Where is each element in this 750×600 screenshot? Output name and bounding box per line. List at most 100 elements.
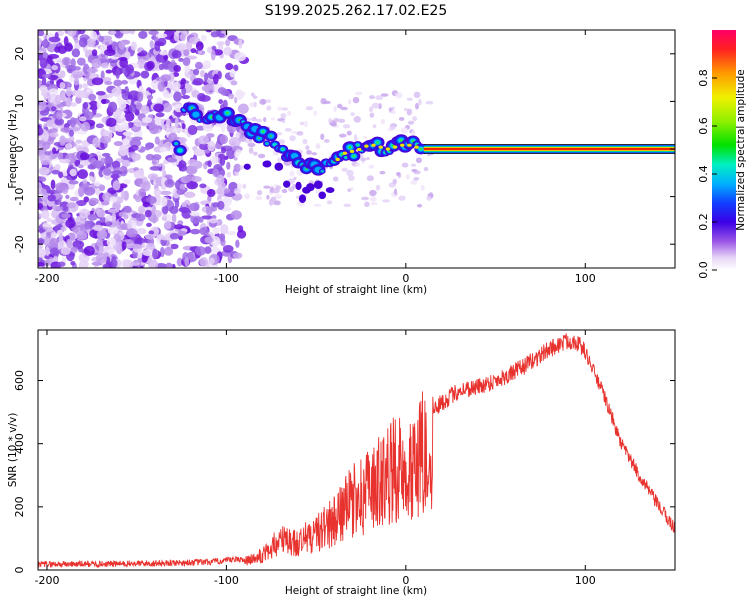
spectrogram-speckle (129, 30, 136, 35)
spectrogram-speckle (313, 110, 317, 116)
spectrogram-speckle (173, 32, 180, 42)
spectrogram-speckle (164, 30, 177, 34)
spectrogram-speckle (140, 70, 150, 79)
spectrogram-speckle (78, 261, 84, 268)
spectrogram-speckle (130, 144, 139, 151)
spectrogram-speckle (233, 157, 238, 161)
spectrogram-speckle (182, 57, 191, 66)
spectrogram-speckle (388, 107, 394, 112)
spectrogram-speckle (218, 99, 224, 105)
spectrogram-speckle (40, 160, 51, 166)
spectrogram-speckle (170, 243, 179, 250)
spectrogram-speckle (89, 175, 94, 181)
spectrogram-speckle (106, 117, 117, 127)
spectrogram-speckle (61, 213, 71, 219)
spectrogram-speckle (45, 246, 50, 256)
spectrogram-speckle (274, 194, 283, 200)
spectrogram-ridge-blob (226, 112, 229, 114)
spectrogram-speckle (64, 64, 76, 70)
spectrogram-speckle (401, 162, 409, 168)
spectrogram-speckle (44, 151, 52, 156)
spectrogram-xlabel: Height of straight line (km) (285, 284, 427, 296)
spectrogram-ridge-blob (269, 135, 272, 137)
spectrogram-speckle (54, 118, 62, 125)
spectrogram-speckle (38, 126, 44, 136)
spectrogram-ridge-blob (411, 140, 415, 142)
spectrogram-ridge-core (378, 145, 383, 149)
spectrogram-speckle (118, 211, 127, 217)
spectrogram-speckle (184, 256, 190, 267)
spectrogram-speckle (124, 111, 135, 122)
spectrogram-speckle (71, 48, 81, 58)
spectrogram-speckle (119, 30, 132, 35)
snr-xtick-label: 100 (575, 574, 596, 587)
spectrogram-speckle (181, 95, 191, 100)
spectrogram-speckle (248, 147, 254, 154)
spectrogram-ridge-blob (190, 107, 194, 110)
spectrogram-speckle (76, 57, 86, 66)
spectrogram-speckle (76, 231, 88, 240)
spectrogram-speckle (85, 38, 96, 48)
spectrogram-speckle (91, 104, 97, 116)
spectrogram-speckle (108, 30, 117, 35)
spectrogram-speckle (198, 143, 210, 151)
spectrogram-speckle (144, 209, 152, 218)
spectrogram-speckle (164, 262, 174, 268)
spectrogram-speckle (212, 168, 220, 178)
spectrogram-trail-blob (318, 191, 327, 200)
spectrogram-speckle (340, 106, 348, 111)
spectrogram-speckle (56, 103, 65, 108)
spectrogram-speckle (372, 124, 377, 129)
spectrogram-speckle (100, 157, 106, 164)
spectrogram-speckle (238, 38, 243, 49)
spectrogram-speckle (398, 117, 405, 121)
spectrogram-speckle (238, 91, 246, 97)
spectrogram-speckle (70, 102, 77, 107)
spectrogram-speckle (382, 199, 391, 203)
spectrogram-speckle (199, 183, 207, 189)
spectrogram-ridge-core (342, 151, 348, 155)
spectrogram-speckle (189, 202, 200, 212)
spectrogram-speckle (263, 185, 271, 189)
spectrogram-speckle (400, 127, 409, 134)
spectrogram-speckle (177, 220, 184, 226)
spectrogram-speckle (82, 108, 90, 114)
spectrogram-speckle (263, 117, 267, 123)
spectrogram-speckle (38, 261, 45, 267)
spectrogram-speckle (171, 213, 177, 224)
spectrogram-speckle (128, 90, 141, 100)
spectrogram-speckle (189, 211, 201, 217)
spectrogram-speckle (82, 261, 89, 268)
spectrogram-speckle (159, 196, 168, 207)
spectrogram-speckle (118, 40, 126, 50)
spectrogram-speckle (94, 207, 101, 214)
spectrogram-speckle (135, 195, 142, 203)
spectrogram-ridge-blob (175, 142, 177, 145)
spectrogram-speckle (142, 248, 154, 256)
spectrogram-speckle (289, 170, 295, 177)
spectrogram-speckle (54, 164, 61, 171)
spectrogram-speckle (135, 102, 142, 111)
spectrogram-ridge-core (335, 157, 340, 162)
spectrogram-speckle (207, 140, 216, 152)
snr-series-line (38, 333, 675, 569)
spectrogram-speckle (187, 124, 198, 136)
spectrogram-speckle (411, 168, 418, 173)
spectrogram-speckle (369, 95, 375, 100)
spectrogram-speckle (133, 169, 145, 180)
spectrogram-speckle (407, 120, 415, 125)
spectrogram-ytick-label: 20 (13, 47, 26, 61)
spectrogram-speckle (207, 160, 212, 168)
snr-xtick-label: -100 (214, 574, 239, 587)
spectrogram-speckle (247, 142, 256, 148)
spectrogram-speckle (320, 133, 325, 141)
spectrogram-speckle (134, 178, 143, 185)
spectrogram-speckle (343, 203, 352, 207)
spectrogram-speckle (38, 99, 47, 111)
spectrogram-speckle (354, 91, 363, 96)
spectrogram-speckle (57, 240, 67, 249)
spectrogram-ridge-blob (177, 148, 183, 153)
spectrogram-speckle (204, 246, 212, 254)
spectrogram-speckle (38, 248, 47, 258)
spectrogram-speckle (159, 190, 172, 196)
